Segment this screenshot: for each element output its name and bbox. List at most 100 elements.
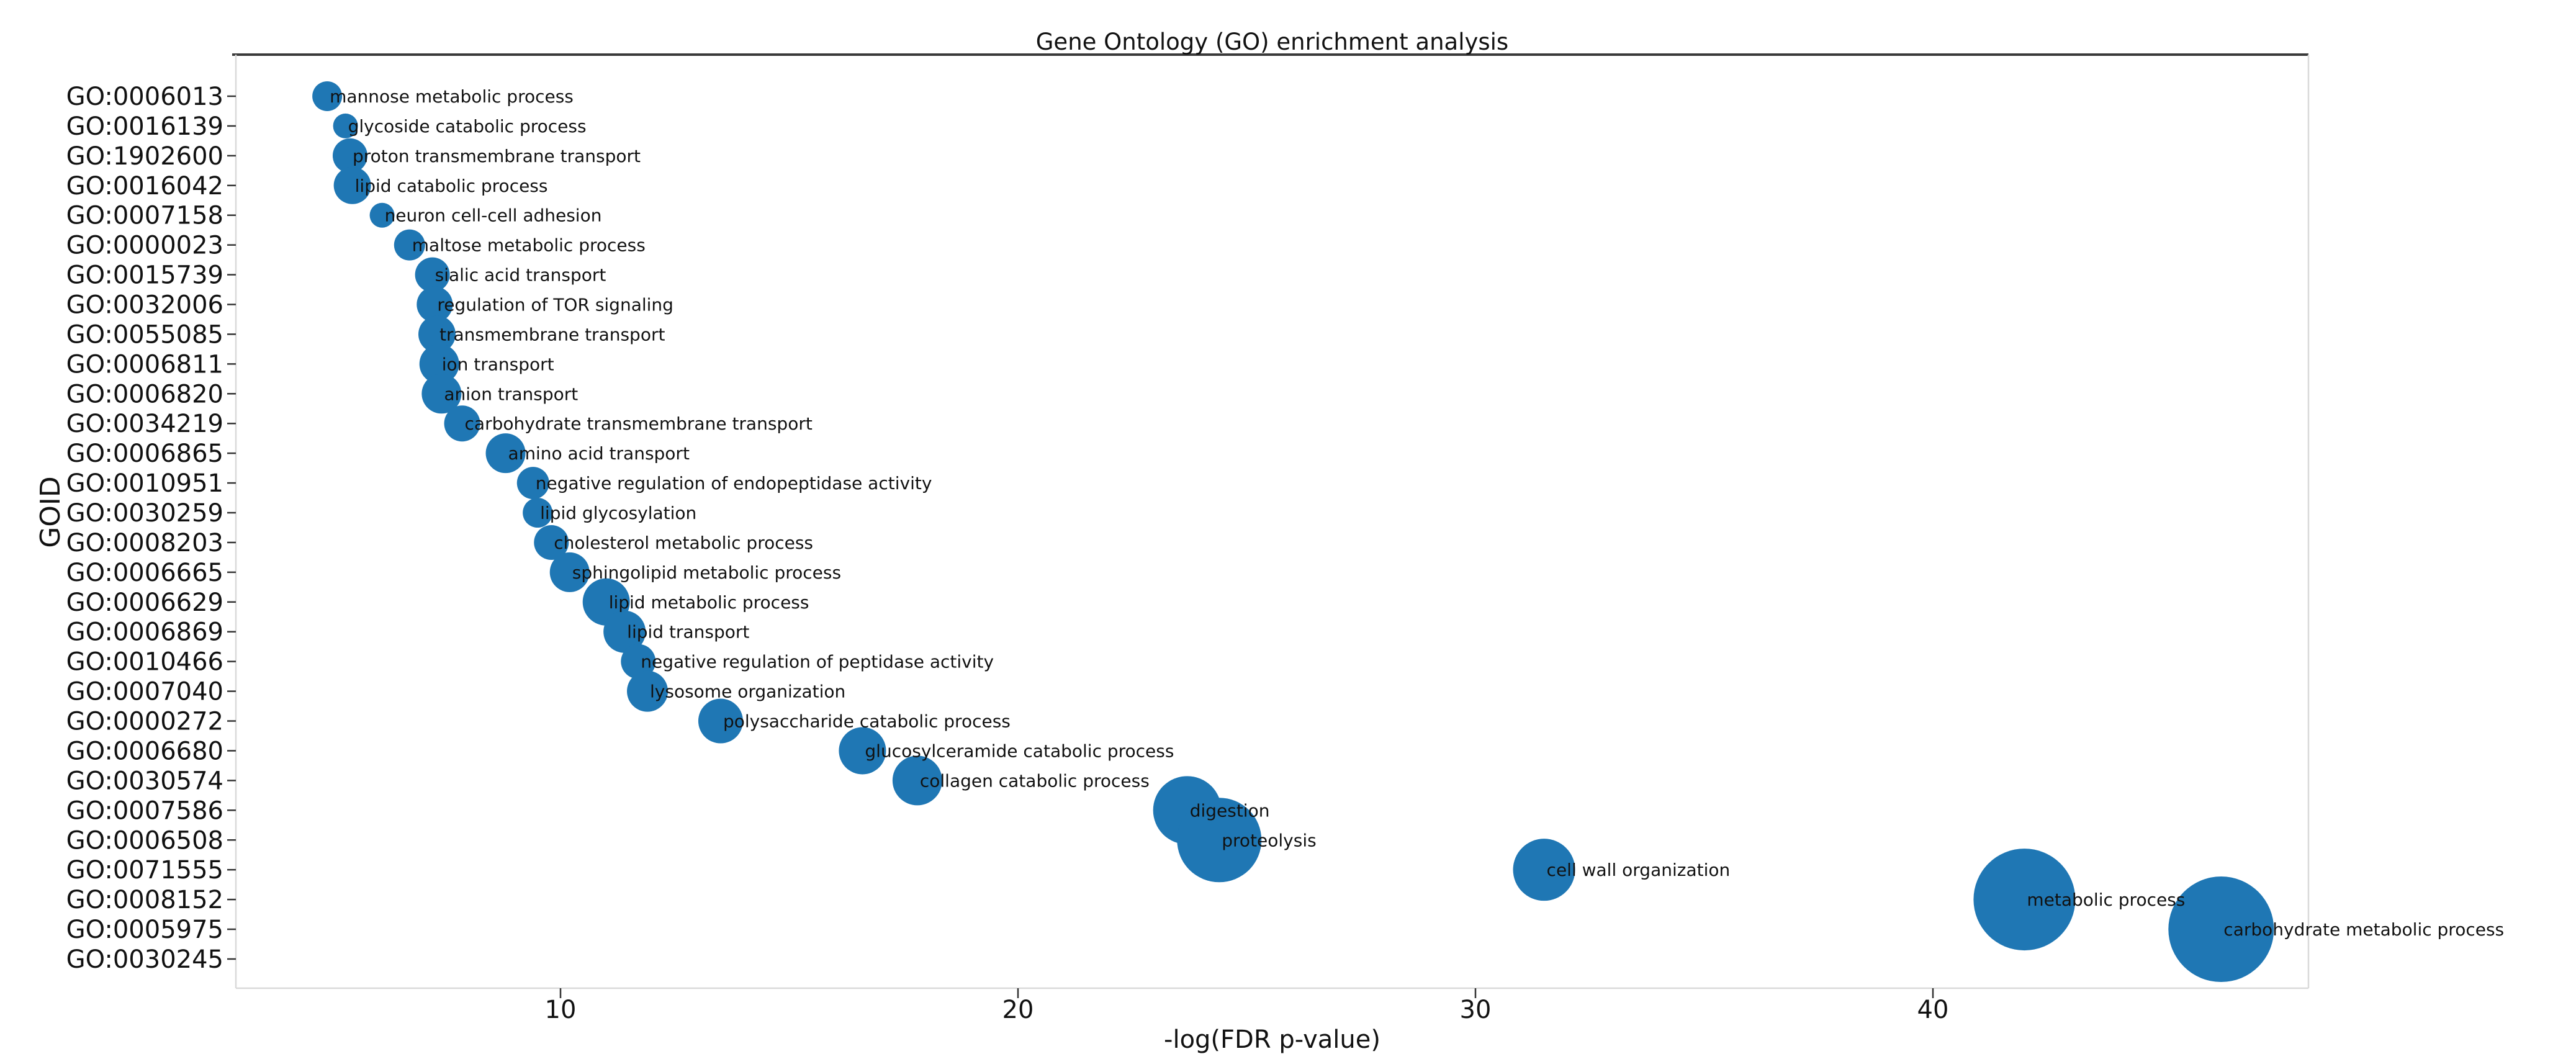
goid-tick-label: GO:0010951 [66,469,223,498]
goid-tick-label: GO:0006665 [66,559,223,587]
scatter-bubbles [312,81,2274,983]
goid-tick-label: GO:0006013 [66,83,223,111]
term-label: collagen catabolic process [920,770,1150,791]
term-label: sialic acid transport [435,265,606,286]
goid-tick-label: GO:0006869 [66,618,223,647]
goid-tick-label: GO:0007040 [66,678,223,706]
term-label: cell wall organization [1547,860,1731,880]
term-label: regulation of TOR signaling [437,295,673,315]
goid-tick-label: GO:0006508 [66,826,223,855]
x-tick-label: 10 [545,996,577,1024]
goid-tick-label: GO:0071555 [66,856,223,885]
term-label: carbohydrate transmembrane transport [465,413,813,434]
x-axis-label: -log(FDR p-value) [1164,1025,1380,1054]
goid-tick-label: GO:0006629 [66,588,223,617]
bubble [333,166,371,204]
term-label: sphingolipid metabolic process [572,562,841,583]
bubble [523,498,553,528]
goid-tick-label: GO:0008203 [66,529,223,557]
goid-tick-label: GO:0034219 [66,410,223,438]
term-label: glucosylceramide catabolic process [865,741,1174,761]
bubble [839,727,886,775]
bubble [698,698,743,744]
term-label: metabolic process [2027,890,2185,910]
term-label: amino acid transport [508,443,690,464]
bubble [418,315,456,353]
bubble [415,257,450,292]
term-label: lipid catabolic process [355,176,548,196]
term-label: carbohydrate metabolic process [2223,919,2504,940]
bubble [1513,839,1575,901]
goid-tick-label: GO:0006811 [66,350,223,379]
term-label: anion transport [444,384,578,404]
bubble [534,525,569,560]
bubble [333,113,358,138]
term-label: ion transport [442,354,554,374]
term-label: lipid metabolic process [609,592,809,613]
bubble [421,374,462,414]
bubble [892,755,942,806]
bubble [394,229,425,261]
bubble [332,138,367,173]
goid-tick-label: GO:0006865 [66,439,223,468]
goid-tick-label: GO:0015739 [66,261,223,290]
goid-tick-label: GO:0016042 [66,172,223,200]
goid-tick-label: GO:0010466 [66,648,223,677]
term-label: cholesterol metabolic process [554,533,813,553]
goid-tick-label: GO:0008152 [66,886,223,914]
x-tick-label: 30 [1460,996,1492,1024]
term-label: polysaccharide catabolic process [723,711,1011,732]
term-label: negative regulation of peptidase activit… [641,652,994,672]
bubble [603,610,646,653]
term-label: neuron cell-cell adhesion [385,205,602,226]
x-tick-label: 20 [1002,996,1034,1024]
term-label: negative regulation of endopeptidase act… [536,473,932,493]
term-label: mannose metabolic process [330,86,574,107]
bubble [485,433,526,474]
bubble [1177,798,1262,883]
goid-tick-label: GO:0055085 [66,320,223,349]
term-label: maltose metabolic process [412,235,646,256]
bubble [419,344,459,384]
y-axis-ticks: GO:0006013GO:0016139GO:1902600GO:0016042… [66,83,236,974]
term-label: lipid glycosylation [540,503,696,523]
bubble [516,467,549,500]
term-label: lipid transport [627,622,749,642]
goid-tick-label: GO:0000272 [66,708,223,736]
bubble [621,644,656,679]
goid-tick-label: GO:0007158 [66,202,223,230]
x-axis-ticks: 10 20 30 40 [545,988,1949,1024]
goid-tick-label: GO:0030574 [66,767,223,795]
bubble [369,202,395,228]
goid-tick-label: GO:0030259 [66,499,223,528]
bubble [312,81,343,111]
term-label: transmembrane transport [439,324,665,345]
goid-tick-label: GO:0006680 [66,737,223,765]
goid-tick-label: GO:1902600 [66,142,223,171]
chart-title: Gene Ontology (GO) enrichment analysis [1036,29,1508,55]
goid-tick-label: GO:0006820 [66,380,223,408]
goid-tick-label: GO:0005975 [66,916,223,944]
x-tick-label: 40 [1917,996,1949,1024]
goid-tick-label: GO:0000023 [66,232,223,260]
bubble [1973,849,2076,951]
term-label: glycoside catabolic process [348,116,587,137]
term-annotations: mannose metabolic process glycoside catab… [330,86,2504,940]
term-label: proteolysis [1222,830,1316,850]
bubble [627,670,669,712]
term-label: proton transmembrane transport [353,146,641,166]
y-axis-label: GOID [35,476,66,548]
goid-tick-label: GO:0030245 [66,945,223,974]
bubble [549,552,590,592]
axes-spines [232,53,2310,989]
goid-tick-label: GO:0016139 [66,112,223,141]
bubble [444,405,480,442]
term-label: lysosome organization [650,682,845,702]
bubble [2168,876,2274,983]
goid-tick-label: GO:0007586 [66,796,223,825]
bubble [417,286,453,323]
term-label: digestion [1190,800,1270,821]
